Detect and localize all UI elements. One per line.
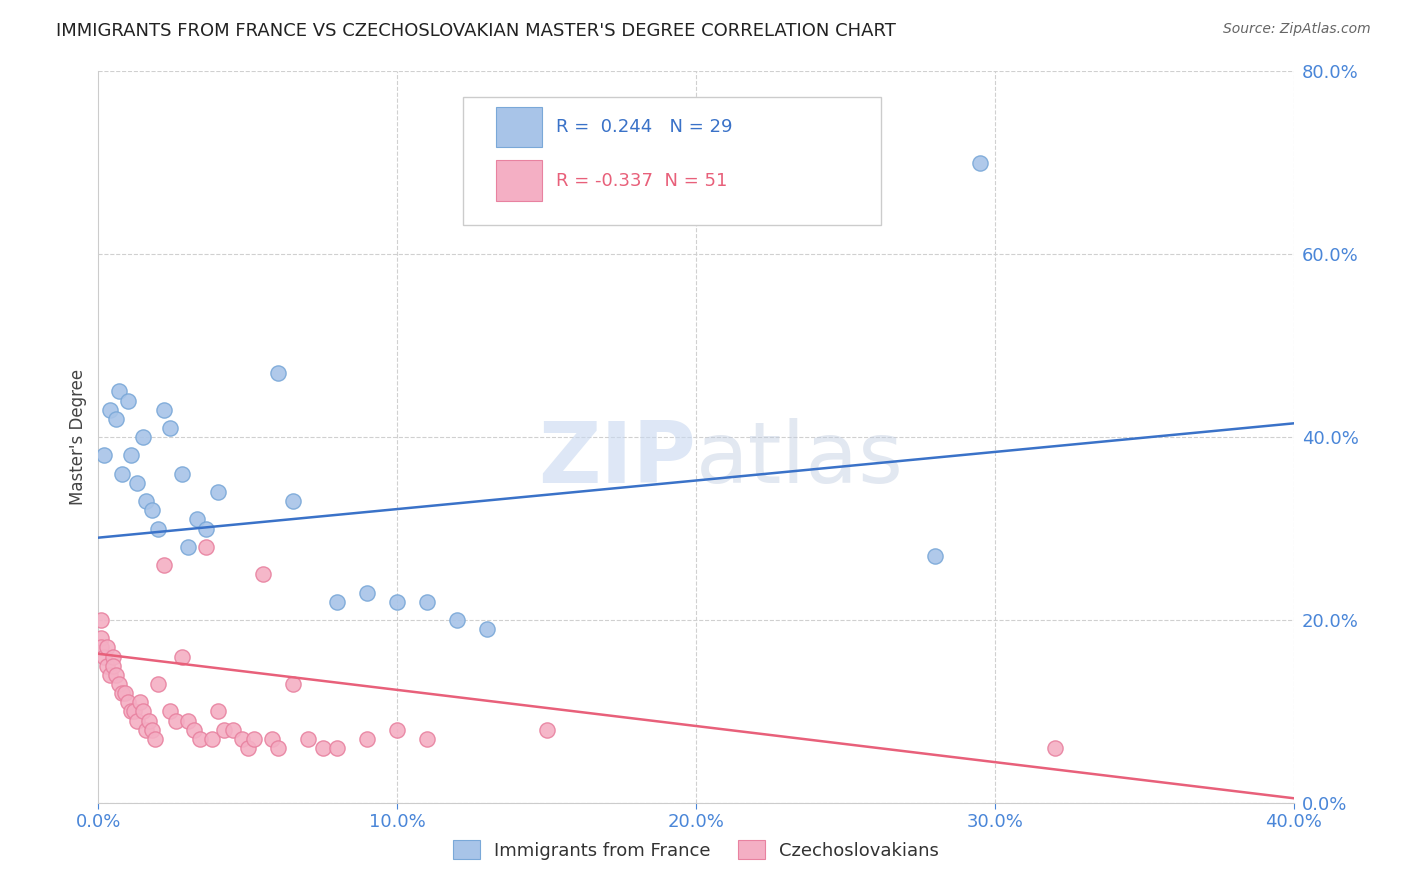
Point — [90, 613, 112, 627]
Text: atlas: atlas — [696, 417, 904, 500]
Legend: Immigrants from France, Czechoslovakians: Immigrants from France, Czechoslovakians — [446, 833, 946, 867]
Point — [183, 723, 205, 737]
Point — [195, 521, 218, 535]
Point — [127, 475, 149, 490]
Point — [281, 677, 304, 691]
Point — [90, 640, 112, 655]
Text: IMMIGRANTS FROM FRANCE VS CZECHOSLOVAKIAN MASTER'S DEGREE CORRELATION CHART: IMMIGRANTS FROM FRANCE VS CZECHOSLOVAKIA… — [56, 22, 896, 40]
Point — [120, 705, 142, 719]
Point — [475, 622, 498, 636]
Point — [108, 677, 131, 691]
Point — [103, 658, 125, 673]
Point — [243, 731, 266, 746]
Point — [311, 740, 333, 755]
Point — [297, 731, 319, 746]
Point — [132, 705, 155, 719]
Point — [111, 467, 134, 481]
Point — [356, 585, 378, 599]
Point — [416, 594, 439, 608]
Point — [165, 714, 187, 728]
Point — [159, 421, 181, 435]
Point — [159, 705, 181, 719]
Point — [222, 723, 245, 737]
Point — [98, 667, 122, 681]
Point — [195, 540, 218, 554]
Point — [103, 649, 125, 664]
Point — [141, 723, 163, 737]
Point — [212, 723, 235, 737]
Point — [252, 567, 274, 582]
Text: ZIP: ZIP — [538, 417, 696, 500]
Point — [143, 731, 166, 746]
Point — [177, 714, 200, 728]
Point — [356, 731, 378, 746]
Point — [105, 667, 128, 681]
Point — [177, 540, 200, 554]
Point — [201, 731, 224, 746]
Point — [1043, 740, 1066, 755]
Point — [153, 402, 176, 417]
Point — [172, 649, 194, 664]
Y-axis label: Master's Degree: Master's Degree — [69, 369, 87, 505]
Point — [326, 594, 349, 608]
Point — [446, 613, 468, 627]
Point — [127, 714, 149, 728]
Point — [138, 714, 160, 728]
FancyBboxPatch shape — [496, 161, 541, 201]
Point — [260, 731, 283, 746]
Point — [267, 740, 290, 755]
Text: R = -0.337  N = 51: R = -0.337 N = 51 — [557, 171, 727, 189]
Point — [120, 448, 142, 462]
Text: R =  0.244   N = 29: R = 0.244 N = 29 — [557, 119, 733, 136]
Point — [141, 503, 163, 517]
Point — [96, 640, 118, 655]
Point — [117, 695, 139, 709]
Point — [188, 731, 211, 746]
Point — [93, 448, 115, 462]
Text: Source: ZipAtlas.com: Source: ZipAtlas.com — [1223, 22, 1371, 37]
Point — [153, 558, 176, 573]
Point — [236, 740, 259, 755]
Point — [969, 156, 991, 170]
Point — [385, 594, 409, 608]
Point — [124, 705, 146, 719]
Point — [326, 740, 349, 755]
Point — [172, 467, 194, 481]
Point — [96, 658, 118, 673]
Point — [117, 393, 139, 408]
Point — [129, 695, 152, 709]
Point — [93, 649, 115, 664]
FancyBboxPatch shape — [496, 107, 541, 147]
Point — [114, 686, 136, 700]
Point — [90, 632, 112, 646]
Point — [148, 521, 170, 535]
FancyBboxPatch shape — [463, 97, 882, 225]
Point — [536, 723, 558, 737]
Point — [385, 723, 409, 737]
Point — [416, 731, 439, 746]
Point — [231, 731, 253, 746]
Point — [111, 686, 134, 700]
Point — [108, 384, 131, 399]
Point — [148, 677, 170, 691]
Point — [135, 723, 157, 737]
Point — [207, 485, 229, 500]
Point — [135, 494, 157, 508]
Point — [207, 705, 229, 719]
Point — [267, 366, 290, 380]
Point — [132, 430, 155, 444]
Point — [281, 494, 304, 508]
Point — [98, 402, 122, 417]
Point — [924, 549, 946, 563]
Point — [186, 512, 208, 526]
Point — [105, 412, 128, 426]
